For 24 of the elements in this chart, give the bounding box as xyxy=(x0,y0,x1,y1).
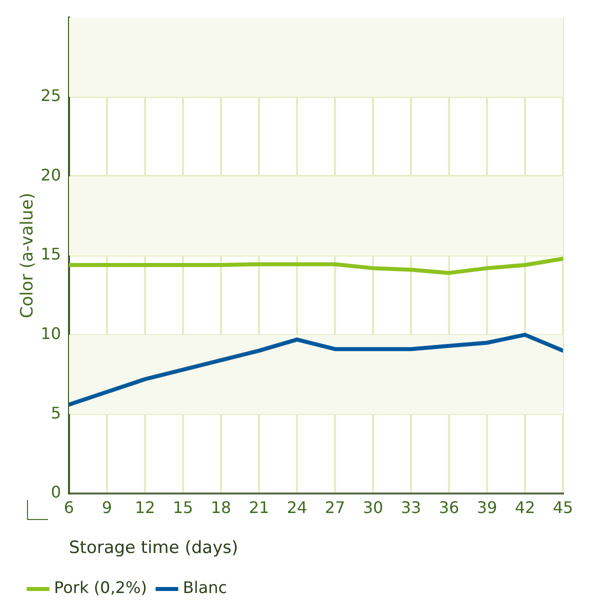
x-tick-label: 39 xyxy=(476,498,498,518)
y-tick-label: 5 xyxy=(50,403,61,422)
legend-label: Blanc xyxy=(182,578,228,598)
x-tick-label: 36 xyxy=(438,498,460,518)
x-tick-label: 42 xyxy=(514,498,536,518)
y-tick-label: 15 xyxy=(40,244,61,264)
x-tick-label: 15 xyxy=(172,498,194,518)
x-tick-label: 9 xyxy=(102,498,112,518)
x-tick-label: 27 xyxy=(324,498,346,518)
y-tick-label: 20 xyxy=(40,165,61,184)
x-tick-label: 30 xyxy=(362,498,384,518)
y-tick-label: 25 xyxy=(40,86,61,106)
x-tick-label: 33 xyxy=(400,498,422,518)
y-axis-title: Color (a-value) xyxy=(18,192,38,318)
y-tick-label: 10 xyxy=(40,324,61,343)
y-tick-label: 0 xyxy=(50,482,61,502)
x-tick-label: 18 xyxy=(210,498,232,518)
x-tick-label: 45 xyxy=(552,498,574,518)
x-tick-label: 21 xyxy=(248,498,270,518)
x-tick-label: 24 xyxy=(286,498,308,518)
x-tick-label: 6 xyxy=(64,498,74,518)
legend-label: Pork (0,2%) xyxy=(54,578,147,598)
x-axis-title: Storage time (days) xyxy=(69,538,238,558)
x-tick-label: 12 xyxy=(134,498,156,518)
